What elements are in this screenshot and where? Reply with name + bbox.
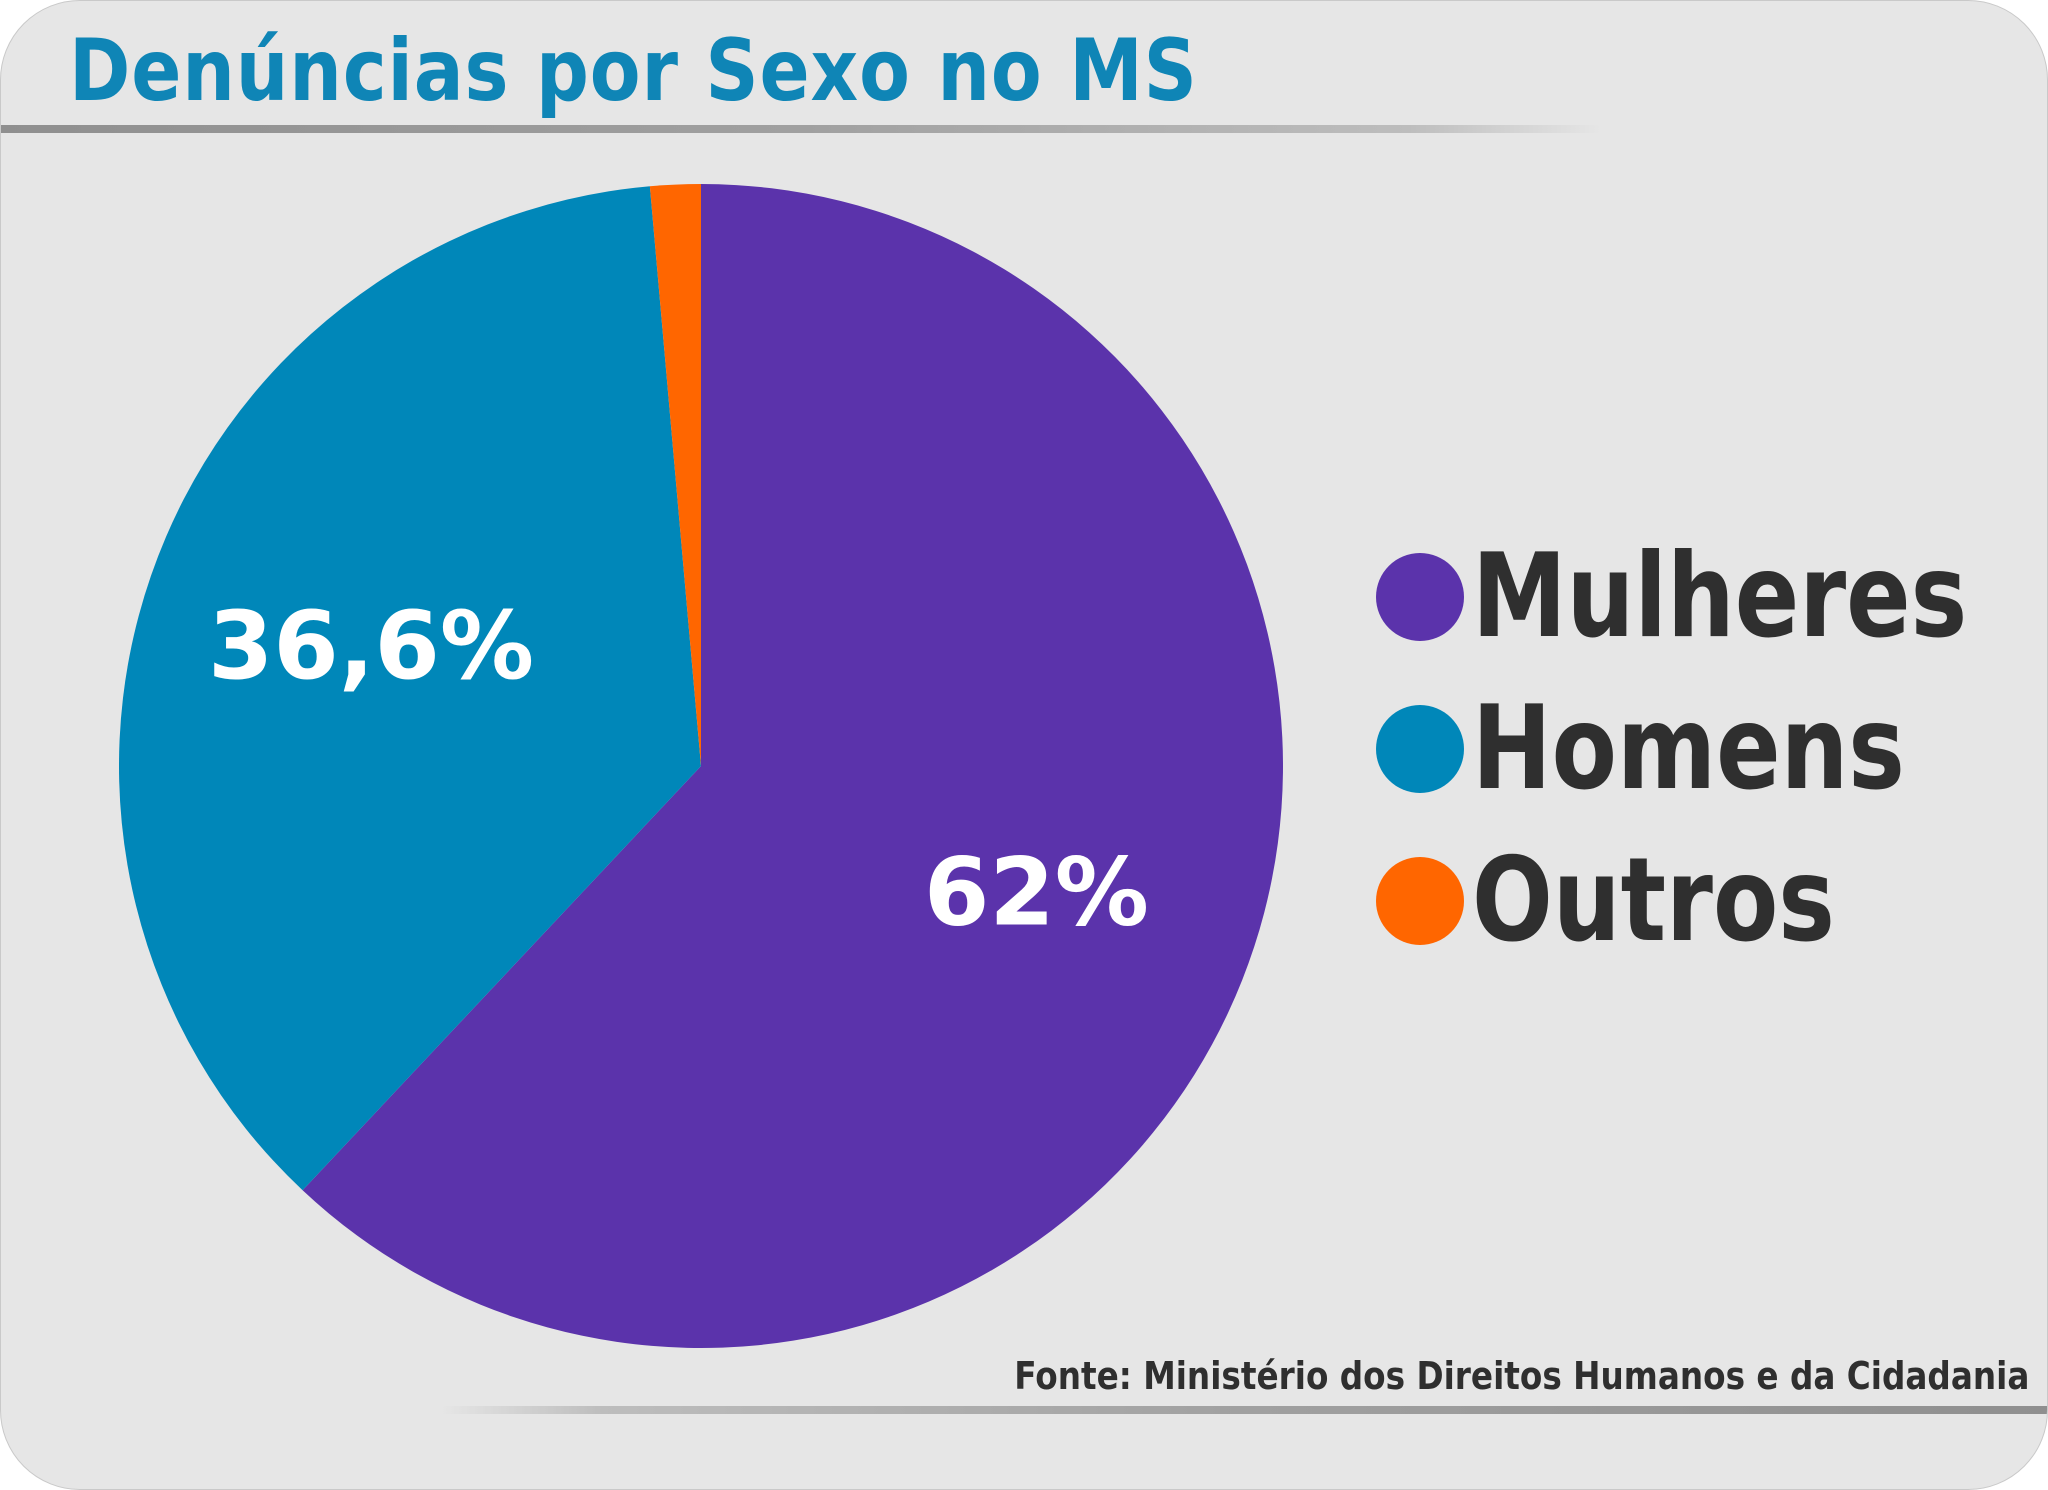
pie-slice-outros <box>649 184 701 766</box>
legend: Mulheres Homens Outros <box>1376 521 2047 977</box>
pie-slice-mulheres <box>302 184 1283 1348</box>
legend-label-outros: Outros <box>1472 833 1835 968</box>
legend-swatch-outros <box>1376 857 1464 945</box>
pie-slice-homens <box>118 186 702 1191</box>
legend-item-outros: Outros <box>1376 825 2047 977</box>
legend-item-homens: Homens <box>1376 673 2047 825</box>
legend-swatch-mulheres <box>1376 553 1464 641</box>
slice-value-label-homens: 36,6% <box>208 592 534 701</box>
legend-swatch-homens <box>1376 705 1464 793</box>
legend-label-mulheres: Mulheres <box>1472 529 1968 664</box>
source-divider <box>441 1406 2047 1414</box>
legend-item-mulheres: Mulheres <box>1376 521 2047 673</box>
title-divider <box>1 125 1601 133</box>
legend-label-homens: Homens <box>1472 681 1905 816</box>
slice-value-label-mulheres: 62% <box>924 839 1149 948</box>
chart-title: Denúncias por Sexo no MS <box>69 21 1198 121</box>
source-note: Fonte: Ministério dos Direitos Humanos e… <box>1013 1354 2029 1398</box>
